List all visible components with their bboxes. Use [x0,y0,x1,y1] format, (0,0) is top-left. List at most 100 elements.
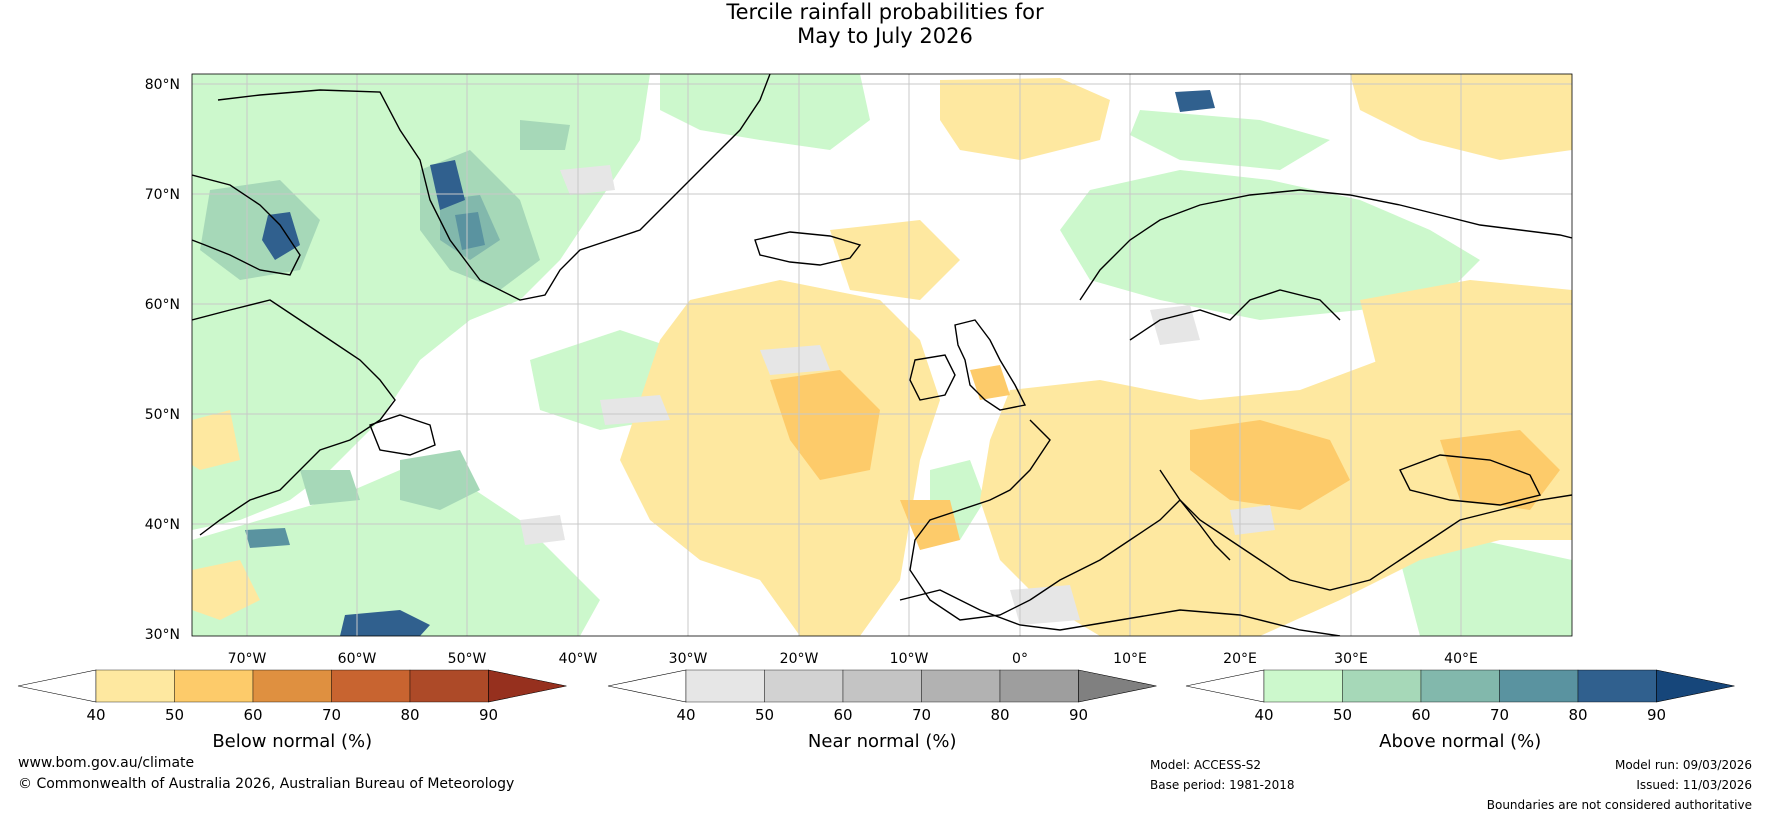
above-normal-region-scandinavia [1060,170,1480,320]
website-url[interactable]: www.bom.gov.au/climate [18,755,195,771]
above-normal-region-labrador-sea [192,74,650,530]
latitude-labels: 80°N 70°N 60°N 50°N 40°N 30°N [145,77,180,643]
lon-label-20e: 20°E [1223,651,1257,667]
below-normal-segment-80 [409,669,489,703]
below-normal-segment-50 [174,669,254,703]
lon-label-10w: 10°W [890,651,929,667]
above-normal-tick-90: 90 [1647,706,1666,724]
lon-label-30w: 30°W [669,651,708,667]
lat-label-30: 30°N [145,627,180,643]
coast-scandinavia [1079,189,1572,301]
near-normal-extend-low [607,669,687,703]
near-normal-patch-6 [1230,505,1275,535]
model-name: Model: ACCESS-S2 [1150,758,1262,772]
above-normal-tick-40: 40 [1254,706,1273,724]
below-normal-label: Below normal (%) [212,731,372,752]
above-normal-segment-70 [1499,669,1579,703]
below-normal-region-iceland-south [830,220,960,300]
coast-baffin [192,174,301,276]
near-normal-patch-3 [600,395,670,425]
near-normal-tick-80: 80 [990,706,1009,724]
copyright: © Commonwealth of Australia 2026, Austra… [18,776,515,792]
below-normal-region-west [192,410,240,470]
graticule [192,74,1572,636]
colorbars: 40 50 60 70 80 90 Below normal (%) 40 50 60 70 80 90… [17,669,1735,752]
above-normal-tick-50: 50 [1333,706,1352,724]
coast-uk [954,319,1027,411]
above-normal-90-baffin [262,212,300,260]
lat-label-70: 70°N [145,187,180,203]
near-normal-tick-60: 60 [833,706,852,724]
above-normal-tick-60: 60 [1411,706,1430,724]
lon-label-30e: 30°E [1334,651,1368,667]
above-normal-80-greenland-coast [455,212,485,250]
coast-greenland [217,74,771,301]
coast-africa [899,589,1341,636]
above-normal-region-west-atlantic [192,470,600,636]
lat-label-50: 50°N [145,407,180,423]
title-line-2: May to July 2026 [797,24,973,48]
coast-iceland [754,231,862,266]
title-line-1: Tercile rainfall probabilities for [726,0,1044,24]
below-normal-tick-60: 60 [243,706,262,724]
coast-baltic [1129,289,1341,341]
below-normal-segment-70 [331,669,411,703]
chart-title: Tercile rainfall probabilities for May t… [0,0,1770,48]
lon-label-70w: 70°W [228,651,267,667]
coast-ireland [909,354,956,401]
above-normal-segment-60 [1420,669,1500,703]
below-normal-extend-high [488,669,567,703]
above-normal-90-southwest [340,610,430,636]
above-normal-region-middle-east [1400,540,1572,636]
lon-label-20w: 20°W [780,651,819,667]
map-frame [191,73,1573,637]
below-normal-tick-70: 70 [322,706,341,724]
near-normal-patch-4 [1150,305,1200,345]
above-normal-60-gulf [300,470,360,505]
near-normal-tick-90: 90 [1069,706,1088,724]
near-normal-tick-70: 70 [912,706,931,724]
near-normal-patch-1 [560,165,615,195]
coast-europe-west [909,419,1051,621]
above-normal-segment-50 [1342,669,1422,703]
coastlines [192,74,1572,636]
coast-black-sea [1399,454,1542,506]
above-normal-90-greenland [430,160,465,210]
below-normal-50-balkans [1190,420,1350,510]
coast-labrador [192,299,396,536]
below-normal-segment-40 [95,669,175,703]
above-normal-60-ne-atlantic [520,120,570,150]
base-period: Base period: 1981-2018 [1150,778,1295,792]
near-normal-patch-2 [760,345,830,375]
lat-label-60: 60°N [145,297,180,313]
lon-label-10e: 10°E [1113,651,1147,667]
above-normal-segment-80 [1577,669,1657,703]
lat-label-80: 80°N [145,77,180,93]
lon-label-40e: 40°E [1444,651,1478,667]
above-normal-extend-high [1656,669,1735,703]
above-normal-60-newfoundland [400,450,480,510]
lon-label-50w: 50°W [448,651,487,667]
above-normal-colorbar: 40 50 60 70 80 90 Above normal (%) [1185,669,1735,752]
lon-label-0: 0° [1012,651,1028,667]
coast-newfoundland [369,414,436,456]
below-normal-region-southwest [192,560,260,620]
below-normal-tick-40: 40 [86,706,105,724]
longitude-labels: 70°W 60°W 50°W 40°W 30°W 20°W 10°W 0° 10… [228,651,1478,667]
below-normal-colorbar: 40 50 60 70 80 90 Below normal (%) [17,669,567,752]
near-normal-segment-60 [842,669,922,703]
below-normal-50-black-sea [1440,430,1560,510]
below-normal-region-north-sea [940,78,1110,160]
near-normal-segment-50 [764,669,844,703]
lat-label-40: 40°N [145,517,180,533]
near-normal-label: Near normal (%) [808,731,957,752]
near-normal-segment-80 [999,669,1079,703]
below-normal-50-iberia [900,500,960,550]
lon-label-60w: 60°W [338,651,377,667]
below-normal-tick-90: 90 [479,706,498,724]
issued-date: Issued: 11/03/2026 [1636,778,1752,792]
coast-mediterranean [1029,494,1572,601]
near-normal-segment-70 [921,669,1001,703]
near-normal-patch-7 [520,515,565,545]
